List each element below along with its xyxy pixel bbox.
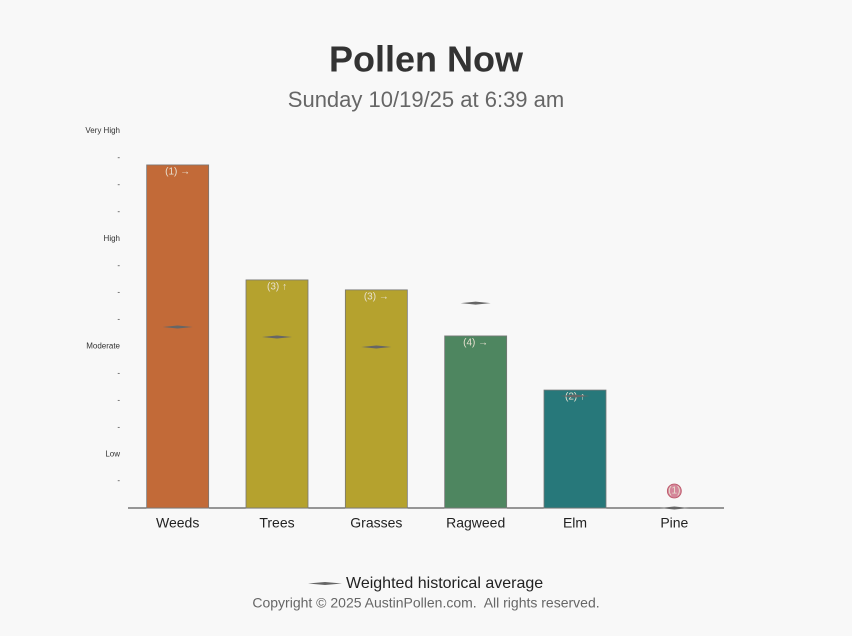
average-marker [162,325,193,329]
x-tick-label: Trees [259,515,294,531]
bar [245,279,309,509]
y-tick-label: Low [105,449,120,458]
chart-title: Pollen Now [329,39,524,80]
y-tick-label: - [117,288,120,297]
label-badge [666,483,682,499]
bar-label: (1) [668,486,680,497]
y-tick-label: - [117,315,120,324]
bar [444,335,508,509]
y-tick-label: Moderate [86,342,120,351]
legend-swatch [308,582,342,585]
bar-label: (4) → [463,338,488,349]
y-tick-label: Very High [85,126,120,135]
x-tick-label: Grasses [350,515,402,531]
y-tick-label: High [104,234,120,243]
x-tick-label: Ragweed [446,515,505,531]
bar [543,389,607,509]
x-tick-label: Elm [563,515,587,531]
average-marker [560,394,590,398]
y-tick-label: - [117,422,120,431]
x-tick-label: Weeds [156,515,199,531]
bar [146,164,210,509]
bar-label: (1) → [165,167,190,178]
average-marker [262,335,292,339]
bar-label: (3) → [364,292,389,303]
x-tick-label: Pine [660,515,688,531]
bar [344,289,408,509]
y-tick-label: - [117,153,120,162]
y-tick-label: - [117,261,120,270]
average-marker [659,506,690,510]
y-tick-label: - [117,207,120,216]
bar-label: (3) ↑ [267,282,287,293]
legend-label: Weighted historical average [346,575,543,592]
average-marker [460,301,491,305]
y-tick-label: - [117,368,120,377]
average-marker [361,345,392,349]
y-tick-label: - [117,180,120,189]
chart-subtitle: Sunday 10/19/25 at 6:39 am [288,87,564,112]
footer: Copyright © 2025 AustinPollen.com. All r… [252,595,599,611]
y-tick-label: - [117,395,120,404]
y-tick-label: - [117,476,120,485]
